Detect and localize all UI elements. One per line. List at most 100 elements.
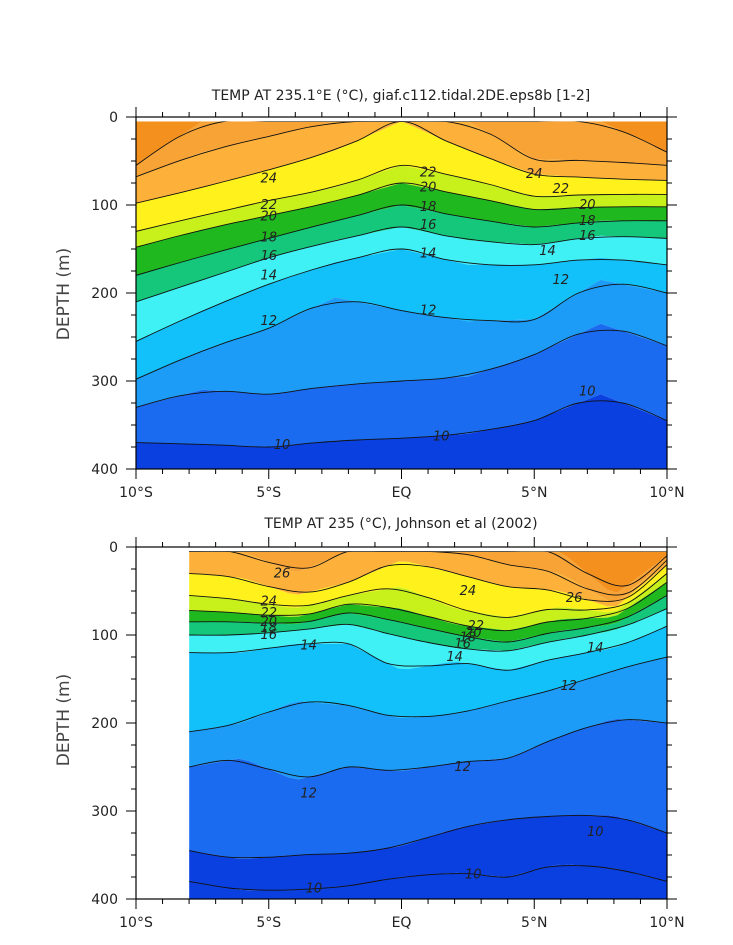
y-tick-label: 400 <box>91 892 118 908</box>
isotherm-20 <box>189 581 667 632</box>
temperature-band <box>189 718 667 859</box>
temperature-band <box>189 573 667 631</box>
isotherm-11 <box>136 329 667 408</box>
temperature-band <box>136 323 667 447</box>
temperature-band <box>189 551 667 593</box>
isotherm-10 <box>189 814 667 859</box>
temperature-band <box>136 249 667 380</box>
isotherm-16 <box>136 226 667 303</box>
contour-label: 18 <box>261 621 278 636</box>
temperature-band <box>136 227 667 342</box>
contour-label: 16 <box>579 229 596 244</box>
top-panel: TEMP AT 235.1°E (°C), giaf.c112.tidal.2D… <box>54 88 685 501</box>
isotherm-25 <box>136 121 667 178</box>
temperature-band <box>136 394 667 469</box>
x-tick-label: 5°N <box>521 485 547 501</box>
contour-label: 18 <box>261 231 278 246</box>
y-tick-label: 100 <box>91 628 118 644</box>
contour-label: 12 <box>300 786 317 801</box>
contour-label: 22 <box>553 182 570 197</box>
y-tick-label: 0 <box>109 540 118 556</box>
contour-label: 22 <box>420 165 437 180</box>
temperature-band <box>189 815 667 891</box>
y-tick-label: 200 <box>91 716 118 732</box>
temperature-band <box>136 279 667 408</box>
temperature-band <box>189 551 667 602</box>
temperature-band <box>136 165 667 248</box>
contour-label: 16 <box>261 628 278 643</box>
isotherm-16 <box>189 608 667 652</box>
temperature-band <box>136 121 667 166</box>
y-tick-label: 400 <box>91 462 118 478</box>
contour-label: 20 <box>465 626 482 641</box>
contour-label: 12 <box>553 273 570 288</box>
isotherm-24 <box>136 121 667 204</box>
temperature-band <box>136 121 667 204</box>
contour-label: 18 <box>460 631 477 646</box>
contour-label: 22 <box>468 619 485 634</box>
contour-label: 12 <box>454 760 471 775</box>
temperature-band <box>189 657 667 780</box>
x-tick-label: EQ <box>392 915 412 931</box>
bottom-panel: TEMP AT 235 (°C), Johnson et al (2002) D… <box>54 516 685 931</box>
isotherm-18 <box>136 204 667 276</box>
contour-label: 16 <box>420 218 437 233</box>
top-contour-lines <box>136 121 667 448</box>
isotherm-20 <box>136 182 667 248</box>
contour-label: 14 <box>300 639 317 654</box>
contour-label: 14 <box>446 650 463 665</box>
y-tick-label: 300 <box>91 804 118 820</box>
contour-label: 26 <box>274 566 291 581</box>
contour-label: 10 <box>587 825 604 840</box>
y-tick-label: 200 <box>91 286 118 302</box>
contour-label: 18 <box>420 200 437 215</box>
contour-label: 12 <box>561 679 578 694</box>
contour-label: 20 <box>261 615 278 630</box>
contour-label: 22 <box>261 198 278 213</box>
isotherm-18 <box>189 595 667 643</box>
contour-label: 10 <box>465 867 482 882</box>
x-tick-label: 10°N <box>649 485 684 501</box>
contour-label: 24 <box>261 172 278 187</box>
contour-label: 12 <box>420 304 437 319</box>
top-y-axis-label: DEPTH (m) <box>54 248 74 340</box>
contour-label: 14 <box>420 246 437 261</box>
y-tick-label: 300 <box>91 374 118 390</box>
temperature-band <box>189 561 667 618</box>
isotherm-24 <box>189 563 667 602</box>
isotherm-9 <box>189 865 667 891</box>
x-tick-label: 10°S <box>119 915 153 931</box>
isotherm-25 <box>189 551 667 596</box>
top-panel-title: TEMP AT 235.1°E (°C), giaf.c112.tidal.2D… <box>211 88 590 104</box>
temperature-band <box>189 551 667 607</box>
top-filled-contours <box>136 121 667 469</box>
contour-label: 24 <box>460 584 477 599</box>
contour-label: 22 <box>261 606 278 621</box>
isotherm-14 <box>136 248 667 342</box>
x-tick-label: 5°S <box>256 485 281 501</box>
contour-label: 20 <box>579 198 596 213</box>
contour-label: 18 <box>579 214 596 229</box>
isotherm-10 <box>136 400 667 448</box>
contour-label: 10 <box>579 385 596 400</box>
isotherm-26 <box>189 551 667 587</box>
contour-label: 10 <box>306 881 323 896</box>
contour-label: 14 <box>261 268 278 283</box>
temperature-band <box>189 595 667 651</box>
isotherm-12 <box>136 283 667 380</box>
contour-label: 14 <box>587 641 604 656</box>
isotherm-11 <box>189 719 667 778</box>
x-tick-label: EQ <box>392 485 412 501</box>
x-tick-label: 5°S <box>256 915 281 931</box>
isotherm-14 <box>189 625 667 671</box>
temperature-band <box>189 864 667 899</box>
bottom-contour-lines <box>189 551 667 891</box>
temperature-band <box>189 608 667 671</box>
contour-label: 14 <box>539 244 556 259</box>
contour-label: 26 <box>566 591 583 606</box>
bottom-y-axis-label: DEPTH (m) <box>54 674 74 766</box>
x-tick-label: 10°S <box>119 485 153 501</box>
contour-label: 24 <box>526 167 543 182</box>
temperature-band <box>136 121 667 177</box>
